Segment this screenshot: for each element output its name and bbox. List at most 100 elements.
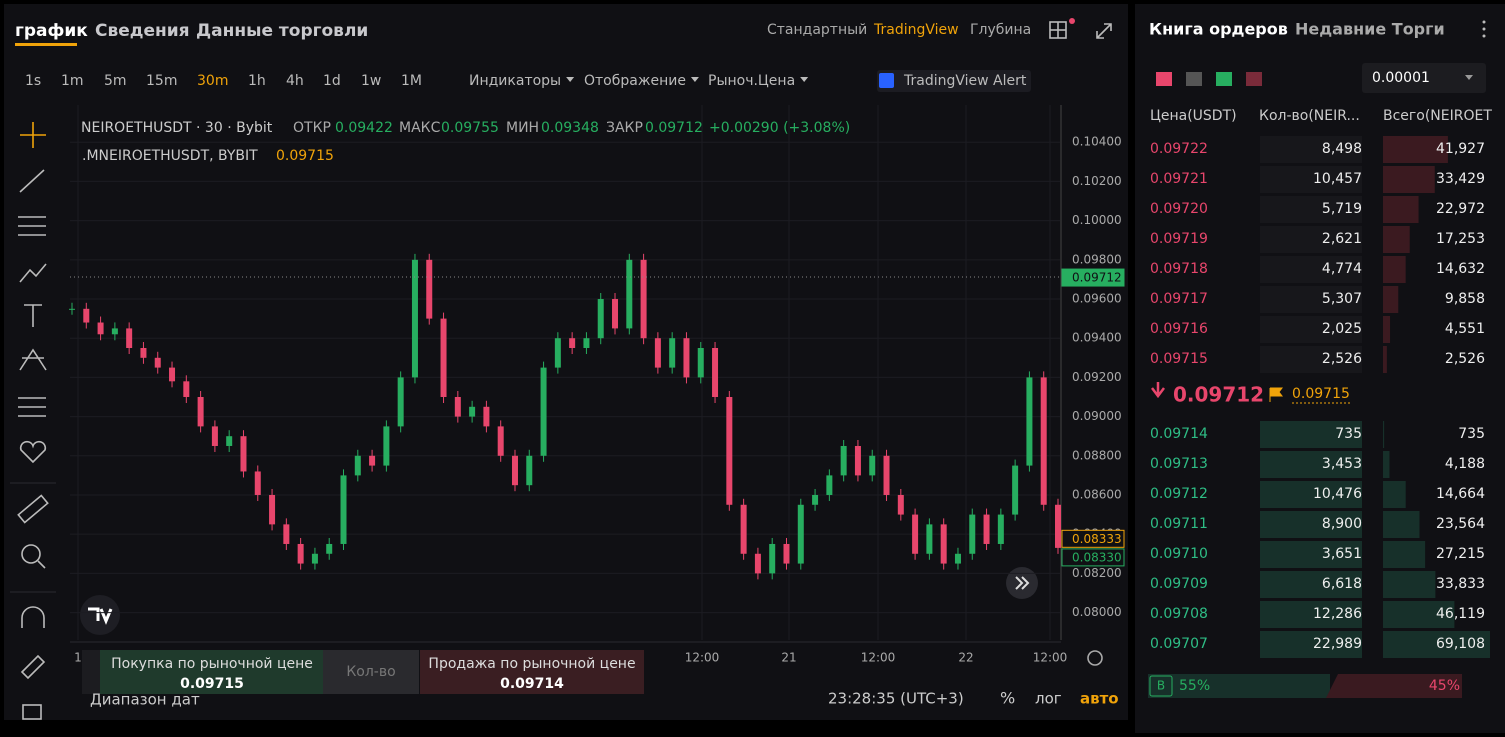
candle-body	[383, 426, 390, 466]
book-total: 27,215	[1436, 546, 1485, 562]
candle-body	[812, 494, 819, 505]
view-option[interactable]: Глубина	[970, 22, 1031, 38]
candle-body	[83, 308, 90, 323]
book-total: 14,664	[1436, 486, 1485, 502]
qty-label[interactable]: Кол-во	[346, 664, 395, 680]
candle-body	[369, 455, 376, 466]
candle-body	[183, 381, 190, 397]
interval[interactable]: 1h	[248, 73, 266, 89]
interval[interactable]: 1w	[361, 73, 381, 89]
book-qty: 3,453	[1322, 456, 1362, 472]
step-value[interactable]: 0.00001	[1372, 70, 1430, 86]
legend-change: +0.00290 (+3.08%)	[709, 120, 850, 136]
menu[interactable]: Отображение	[584, 73, 686, 89]
x-tick-label: 21	[781, 651, 796, 665]
buy-badge: B	[1157, 679, 1165, 693]
book-qty: 5,719	[1322, 201, 1362, 217]
depth-bar	[1383, 136, 1448, 163]
tab[interactable]: Данные торговли	[196, 21, 368, 41]
y-tick-label: 0.08200	[1072, 566, 1122, 580]
y-tick-label: 0.08600	[1072, 487, 1122, 501]
depth-bar	[1383, 541, 1426, 568]
book-view-icons	[1156, 72, 1262, 86]
candle-body	[283, 524, 290, 544]
sell-button[interactable]	[420, 650, 644, 694]
menu[interactable]: Рыноч.Цена	[708, 73, 795, 89]
x-tick-label: 12:00	[861, 651, 896, 665]
sell-price[interactable]: 0.09714	[500, 676, 564, 692]
buy-button[interactable]	[100, 650, 323, 694]
book-total: 69,108	[1436, 636, 1485, 652]
buy-label[interactable]: Покупка по рыночной цене	[111, 656, 313, 672]
book-qty: 12,286	[1313, 606, 1362, 622]
log-toggle[interactable]: лог	[1035, 690, 1062, 708]
book-tab[interactable]: Недавние Торги	[1295, 20, 1445, 39]
depth-bar	[1383, 481, 1406, 508]
interval[interactable]: 5m	[104, 73, 127, 89]
candle-body	[697, 348, 704, 378]
tab[interactable]: Сведения	[95, 21, 190, 41]
candle-body	[240, 436, 247, 472]
sell-label[interactable]: Продажа по рыночной цене	[428, 656, 635, 672]
book-price: 0.09712	[1150, 486, 1208, 502]
qty-input[interactable]	[323, 650, 419, 694]
interval[interactable]: 1s	[25, 73, 41, 89]
buy-price[interactable]: 0.09715	[180, 676, 244, 692]
candle-body	[511, 455, 518, 486]
book-total: 14,632	[1436, 261, 1485, 277]
candle-body	[526, 455, 533, 486]
legend-low: 0.09348	[541, 120, 599, 136]
book-price: 0.09716	[1150, 321, 1208, 337]
price-tag	[1061, 268, 1125, 287]
y-tick-label: 0.09200	[1072, 370, 1122, 384]
date-range[interactable]: Диапазон дат	[90, 691, 200, 709]
alert-label[interactable]: TradingView Alert	[903, 73, 1027, 89]
candle-body	[483, 406, 490, 427]
y-tick-label: 0.08000	[1072, 605, 1122, 619]
book-qty: 2,526	[1322, 351, 1362, 367]
settings-icon[interactable]	[1087, 650, 1103, 666]
candle-body	[111, 328, 118, 335]
interval[interactable]: 1M	[401, 73, 422, 89]
book-qty: 22,989	[1313, 636, 1362, 652]
book-total: 41,927	[1436, 141, 1485, 157]
percent-toggle[interactable]: %	[1000, 689, 1015, 708]
interval[interactable]: 15m	[146, 73, 177, 89]
y-tick-label: 0.09600	[1072, 292, 1122, 306]
auto-toggle[interactable]: авто	[1080, 690, 1119, 708]
tab-underline	[15, 43, 77, 46]
interval[interactable]: 30m	[197, 73, 228, 89]
interval[interactable]: 4h	[286, 73, 304, 89]
chart-panel	[4, 4, 1128, 720]
candle-body	[69, 308, 75, 310]
candle-body	[883, 455, 890, 495]
candle-body	[912, 514, 919, 554]
book-price: 0.09714	[1150, 426, 1208, 442]
view-option[interactable]: Стандартный	[767, 22, 867, 38]
tab[interactable]: график	[15, 21, 88, 41]
book-total: 17,253	[1436, 231, 1485, 247]
view-option[interactable]: TradingView	[873, 22, 959, 38]
menu[interactable]: Индикаторы	[469, 73, 561, 89]
price-tag-label: 0.08333	[1072, 532, 1122, 546]
candle-body	[140, 348, 147, 358]
book-total: 46,119	[1436, 606, 1485, 622]
book-header: Цена(USDT)	[1150, 108, 1237, 124]
book-price: 0.09719	[1150, 231, 1208, 247]
alert-button[interactable]	[877, 70, 1031, 92]
candle-body	[983, 514, 990, 544]
depth-bar	[1383, 346, 1387, 373]
step-dropdown[interactable]	[1362, 63, 1486, 93]
grip[interactable]	[82, 650, 100, 694]
interval[interactable]: 1d	[323, 73, 341, 89]
qty-band	[1260, 286, 1362, 313]
candle-body	[926, 524, 933, 554]
book-tab[interactable]: Книга ордеров	[1149, 20, 1288, 39]
scroll-icon	[1015, 576, 1030, 590]
book-qty: 10,476	[1313, 486, 1362, 502]
book-total: 23,564	[1436, 516, 1485, 532]
book-header: Всего(NEIROET	[1383, 108, 1492, 124]
candle-body	[440, 318, 447, 397]
depth-bar	[1383, 256, 1406, 283]
interval[interactable]: 1m	[61, 73, 84, 89]
